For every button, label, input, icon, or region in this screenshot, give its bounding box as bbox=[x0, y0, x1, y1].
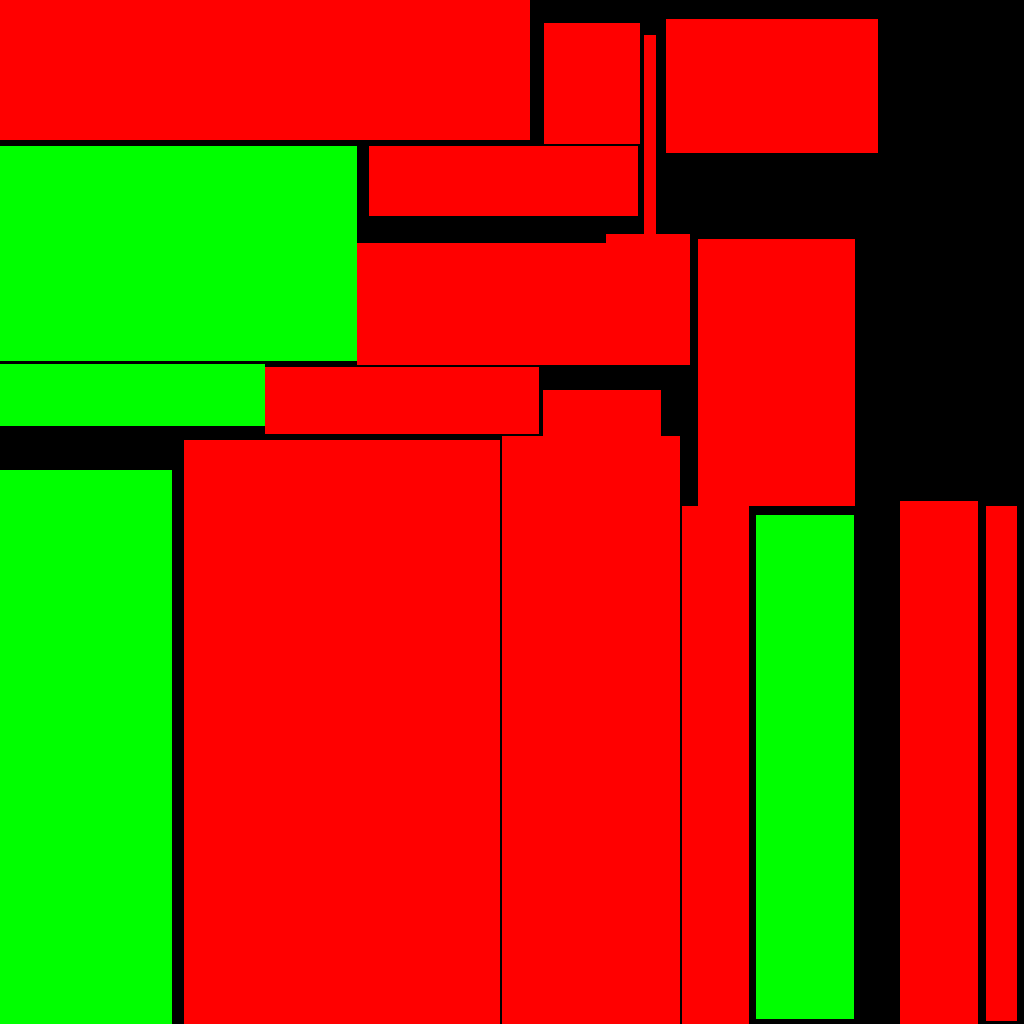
red-column-far-right bbox=[986, 506, 1017, 1021]
red-block-small-middle bbox=[543, 390, 661, 436]
red-block-upper-middle bbox=[369, 146, 638, 216]
green-strip-left bbox=[0, 364, 265, 426]
red-block-middle bbox=[357, 243, 607, 365]
green-column-bottom-left bbox=[0, 470, 172, 1024]
green-block-upper-left bbox=[0, 146, 357, 361]
red-block-top-small bbox=[544, 23, 640, 144]
red-bar-thin-vertical bbox=[644, 35, 656, 235]
red-column-bottom-middle bbox=[502, 436, 680, 1024]
red-column-bottom-wide bbox=[184, 440, 500, 1024]
red-column-bottom-narrow bbox=[682, 506, 749, 1024]
red-strip-middle bbox=[265, 367, 539, 434]
red-block-top-right bbox=[666, 19, 878, 153]
red-block-middle-right bbox=[606, 234, 690, 365]
red-column-right bbox=[900, 501, 978, 1024]
red-block-tall-right bbox=[698, 239, 855, 506]
green-column-bottom-right bbox=[756, 515, 854, 1019]
red-block-top-left bbox=[0, 0, 530, 140]
